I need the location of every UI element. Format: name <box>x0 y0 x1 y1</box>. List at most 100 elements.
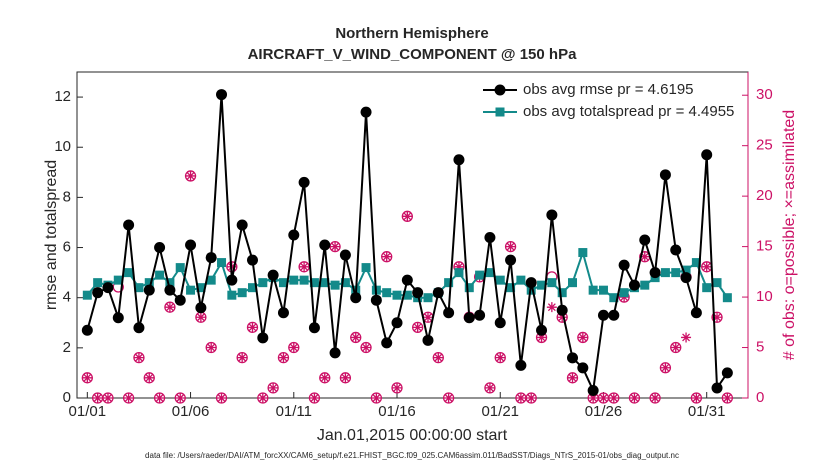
point <box>608 392 620 404</box>
point <box>154 242 166 254</box>
point <box>134 283 144 293</box>
point <box>391 382 403 394</box>
point <box>608 393 619 403</box>
point <box>463 312 475 324</box>
point <box>370 294 382 306</box>
point <box>175 263 185 273</box>
series-line <box>86 94 729 395</box>
point <box>81 372 93 384</box>
y2-tick-label: 15 <box>756 238 773 255</box>
y-tick-label: 2 <box>63 339 71 356</box>
point <box>319 372 331 384</box>
point <box>195 312 206 323</box>
point <box>578 248 588 258</box>
point <box>515 393 526 403</box>
point <box>588 285 598 295</box>
point <box>288 229 300 241</box>
y-tick-label: 10 <box>54 138 71 155</box>
x-tick-label: 01/31 <box>688 403 726 420</box>
point <box>525 277 537 289</box>
point <box>144 278 154 288</box>
point <box>650 393 661 403</box>
point <box>205 252 217 264</box>
point <box>381 337 393 349</box>
point <box>547 278 557 288</box>
point <box>153 392 166 404</box>
point <box>556 304 568 316</box>
legend-marker <box>494 84 506 96</box>
point <box>92 287 104 299</box>
point <box>619 288 629 298</box>
point <box>236 219 248 231</box>
point <box>350 331 362 344</box>
point <box>690 307 702 319</box>
point <box>113 275 123 285</box>
point <box>258 278 268 288</box>
point <box>124 268 134 278</box>
point <box>432 287 444 299</box>
point <box>215 392 228 404</box>
point <box>609 293 619 303</box>
point <box>143 372 155 384</box>
x-tick-label: 01/21 <box>481 403 519 420</box>
point <box>82 290 92 300</box>
y2-tick-label: 0 <box>756 389 764 406</box>
point <box>588 393 599 403</box>
y-axis-label: rmse and totalspread <box>43 160 60 310</box>
point <box>401 210 413 222</box>
point <box>299 275 309 285</box>
point <box>712 278 722 288</box>
point <box>557 288 567 298</box>
point <box>618 259 630 271</box>
point <box>288 341 300 354</box>
point <box>206 275 216 285</box>
point <box>659 362 672 374</box>
point <box>628 279 640 291</box>
point <box>649 392 661 404</box>
point <box>257 392 269 404</box>
point <box>495 275 505 285</box>
point <box>350 332 361 343</box>
y2-tick-label: 5 <box>756 339 764 356</box>
point <box>277 351 290 364</box>
point <box>711 311 723 323</box>
point <box>361 342 372 353</box>
point <box>278 278 288 288</box>
point <box>432 351 444 364</box>
point <box>442 392 455 404</box>
point <box>277 307 289 319</box>
point <box>216 89 228 101</box>
point <box>340 278 350 288</box>
point <box>691 393 702 403</box>
point <box>339 249 351 261</box>
point <box>628 392 641 404</box>
point <box>102 282 114 294</box>
point <box>484 232 496 244</box>
point <box>412 287 424 299</box>
point <box>516 275 526 285</box>
point <box>485 268 495 278</box>
point <box>320 278 330 288</box>
point <box>216 393 227 403</box>
series <box>81 89 733 396</box>
point <box>143 284 155 296</box>
point <box>308 392 321 404</box>
point <box>174 392 186 404</box>
point <box>475 270 485 280</box>
point <box>165 278 175 288</box>
point <box>185 239 197 251</box>
point <box>226 274 238 286</box>
point <box>577 331 589 344</box>
point <box>453 154 465 166</box>
point <box>102 392 114 404</box>
point <box>639 234 651 246</box>
point <box>246 321 259 333</box>
point <box>671 268 681 278</box>
point <box>670 244 682 256</box>
y2-tick-label: 20 <box>756 187 773 204</box>
point <box>185 170 196 181</box>
point <box>402 290 412 300</box>
point <box>721 392 734 404</box>
legend-label: obs avg rmse pr = 4.6195 <box>523 81 694 98</box>
point <box>422 334 434 346</box>
